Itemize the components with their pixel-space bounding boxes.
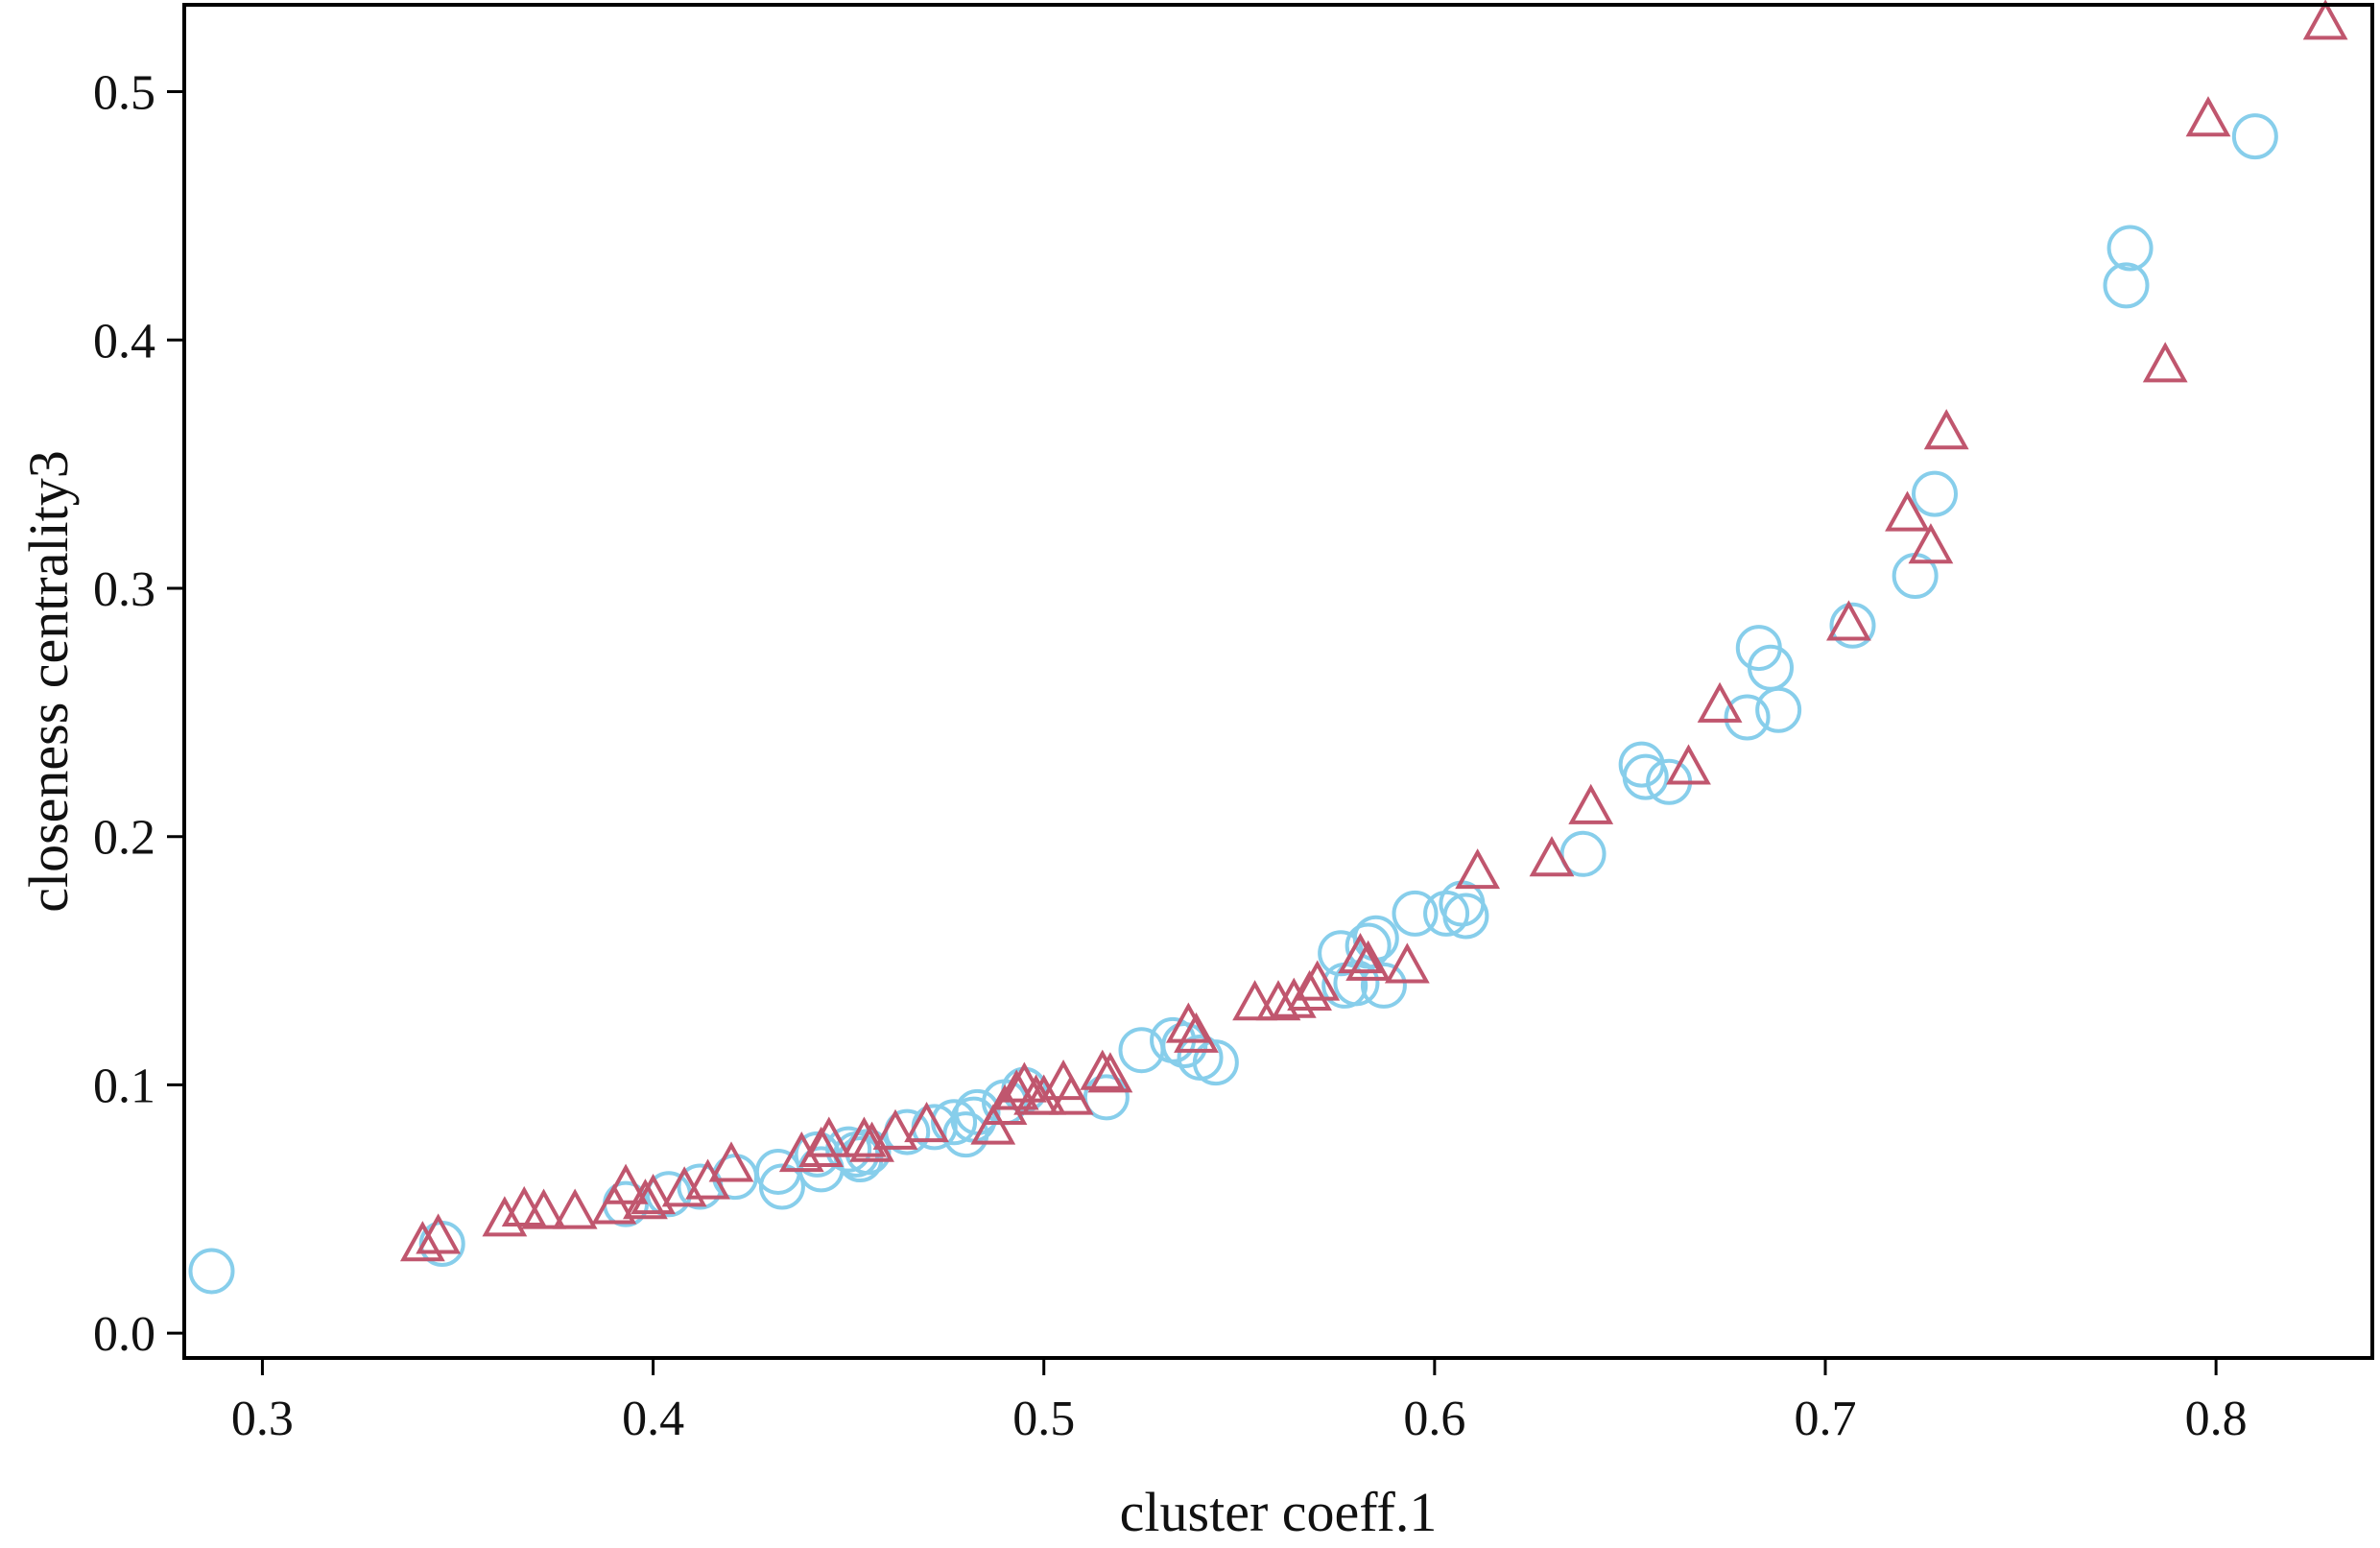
triangle-point (1087, 1052, 1133, 1093)
circle-point (2103, 262, 2150, 309)
triangle-point (631, 1173, 676, 1215)
triangle-point (1384, 942, 1430, 984)
circle-point (1423, 890, 1470, 937)
triangle-point (521, 1188, 566, 1229)
triangle-point (399, 1221, 445, 1262)
circle-point (1559, 830, 1606, 877)
triangle-point (2142, 342, 2188, 383)
triangle-point (798, 1126, 845, 1167)
triangle-point (1568, 783, 1614, 824)
x-tick-label: 0.8 (2185, 1392, 2248, 1446)
triangle-point (1345, 940, 1392, 981)
x-tick-label: 0.7 (1795, 1392, 1857, 1446)
triangle-point (1885, 490, 1930, 532)
triangle-point (1666, 744, 1711, 785)
triangle-point (623, 1179, 668, 1220)
triangle-point (2302, 0, 2348, 40)
x-tick-label: 0.4 (622, 1392, 684, 1446)
circle-point (2231, 113, 2278, 160)
triangle-point (982, 1084, 1028, 1125)
triangle-point (1826, 600, 1871, 641)
circle-point (1392, 890, 1439, 937)
y-axis: 0.0 0.1 0.2 0.3 0.4 0.5 (93, 66, 184, 1362)
circle-point (1829, 602, 1876, 649)
triangle-point (970, 1104, 1016, 1145)
triangle-point (1287, 969, 1332, 1011)
triangle-point (708, 1141, 754, 1182)
triangle-point (993, 1069, 1039, 1110)
circle-point (188, 1248, 235, 1295)
triangle-point (1165, 1002, 1211, 1043)
x-tick-label: 0.3 (231, 1392, 294, 1446)
triangle-point (552, 1188, 598, 1229)
x-axis: 0.3 0.4 0.5 0.6 0.7 0.8 (231, 1358, 2248, 1446)
triangle-point (904, 1101, 949, 1143)
triangle-point (1232, 980, 1277, 1021)
circle-point (1442, 893, 1489, 940)
triangle-point (1908, 523, 1954, 564)
circle-point (1345, 922, 1392, 969)
y-tick-label: 0.2 (93, 811, 155, 866)
circle-point (931, 1099, 978, 1146)
circle-point (1755, 686, 1802, 733)
triangle-point (416, 1213, 462, 1254)
triangle-point (1174, 1012, 1219, 1053)
circle-point (1083, 1074, 1130, 1121)
circle-point (1622, 753, 1669, 800)
circle-point (2106, 225, 2154, 272)
circle-point (758, 1163, 805, 1210)
x-axis-title: cluster coeff.1 (1120, 1481, 1438, 1543)
triangle-point (1048, 1074, 1094, 1115)
plot-frame (182, 3, 2374, 1360)
triangle-point (1455, 848, 1501, 890)
x-tick-label: 0.5 (1012, 1392, 1075, 1446)
triangle-point (1021, 1074, 1067, 1115)
triangle-point (849, 1121, 894, 1162)
circle-point (825, 1126, 872, 1173)
y-axis-title: closeness centrality3 (17, 450, 80, 913)
triangle-point (1295, 960, 1341, 1001)
circle-point (1192, 1039, 1239, 1086)
y-tick-label: 0.3 (93, 562, 155, 617)
y-tick-label: 0.5 (93, 66, 155, 121)
y-tick-label: 0.0 (93, 1307, 155, 1362)
triangle-point (842, 1116, 887, 1157)
triangle-point (1529, 836, 1575, 877)
triangle-point (603, 1163, 649, 1204)
triangle-point (872, 1108, 918, 1150)
triangle-point (482, 1196, 528, 1237)
triangle-point (1697, 681, 1743, 723)
triangle-point (1923, 409, 1969, 450)
x-tick-label: 0.6 (1403, 1392, 1465, 1446)
circle-point (1912, 470, 1958, 517)
circle-point (1724, 694, 1771, 741)
y-tick-label: 0.4 (93, 314, 155, 369)
circle-point (1360, 962, 1407, 1009)
y-tick-label: 0.1 (93, 1059, 155, 1113)
triangle-point (591, 1183, 637, 1225)
triangle-point (806, 1116, 852, 1157)
triangle-point (1080, 1049, 1126, 1090)
triangle-point (1338, 933, 1383, 974)
points-layer (188, 0, 2348, 1295)
triangle-point (1255, 980, 1301, 1021)
triangle-point (2185, 96, 2231, 137)
